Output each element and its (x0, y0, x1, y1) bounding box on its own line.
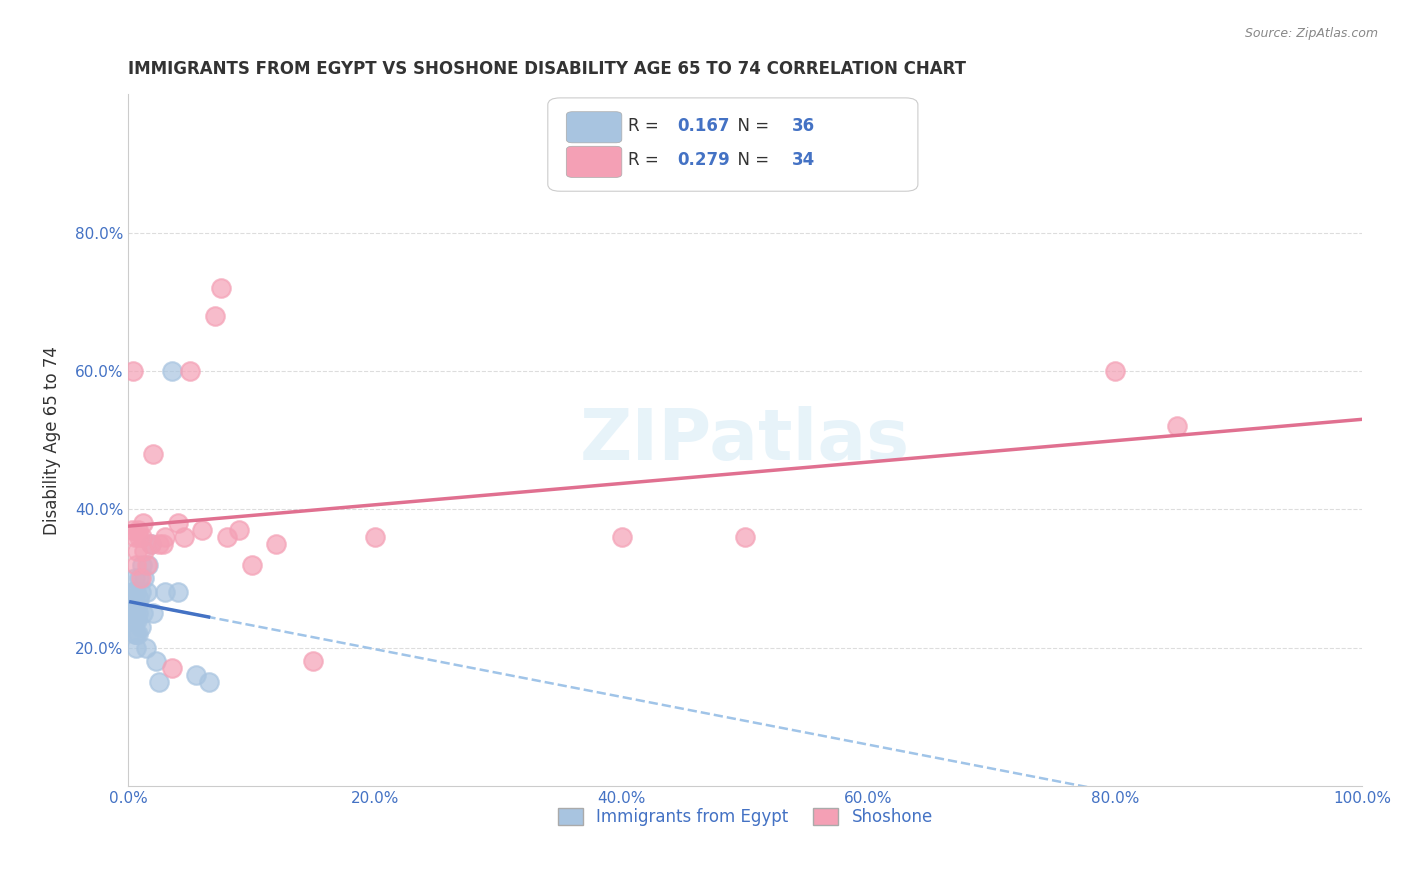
Point (128, 571, 150, 585)
Text: ZIPatlas: ZIPatlas (581, 406, 910, 475)
Text: 36: 36 (792, 117, 815, 135)
Point (302, 654, 325, 668)
Point (734, 530, 756, 544)
Point (191, 523, 214, 537)
Point (122, 606, 145, 620)
Point (131, 530, 153, 544)
Text: N =: N = (727, 151, 775, 169)
Point (135, 585, 157, 599)
Text: Source: ZipAtlas.com: Source: ZipAtlas.com (1244, 27, 1378, 40)
Legend: Immigrants from Egypt, Shoshone: Immigrants from Egypt, Shoshone (551, 801, 939, 833)
Point (160, 364, 183, 378)
Point (1166, 419, 1188, 434)
Point (128, 592, 150, 607)
Point (125, 599, 148, 613)
Point (121, 523, 143, 537)
Point (124, 626, 146, 640)
Point (266, 537, 288, 551)
Point (160, 661, 183, 675)
Point (131, 558, 153, 572)
Point (125, 626, 148, 640)
Point (121, 592, 143, 607)
Point (215, 530, 238, 544)
Text: 0.279: 0.279 (678, 151, 730, 169)
Point (121, 585, 143, 599)
Point (364, 530, 387, 544)
Point (132, 606, 155, 620)
Point (166, 585, 188, 599)
Point (125, 543, 148, 558)
Point (142, 447, 165, 461)
Point (179, 364, 201, 378)
Point (139, 537, 162, 551)
Point (173, 530, 195, 544)
Text: 34: 34 (792, 151, 815, 169)
Point (120, 599, 142, 613)
Point (155, 530, 177, 544)
Point (127, 523, 149, 537)
Point (209, 281, 232, 295)
Y-axis label: Disability Age 65 to 74: Disability Age 65 to 74 (44, 346, 60, 534)
Point (136, 558, 159, 572)
Point (122, 585, 145, 599)
Point (152, 537, 174, 551)
FancyBboxPatch shape (567, 112, 621, 143)
Point (148, 537, 170, 551)
Point (148, 675, 170, 690)
Point (139, 537, 162, 551)
Point (134, 571, 156, 585)
Point (124, 599, 146, 613)
Point (122, 613, 145, 627)
Point (129, 620, 152, 634)
Text: N =: N = (727, 117, 775, 135)
Point (128, 530, 150, 544)
FancyBboxPatch shape (548, 98, 918, 191)
Point (186, 668, 208, 682)
Text: R =: R = (628, 151, 664, 169)
Point (129, 585, 152, 599)
Point (142, 606, 165, 620)
Point (132, 516, 155, 530)
Text: R =: R = (628, 117, 664, 135)
Point (610, 530, 633, 544)
Point (197, 675, 219, 690)
Point (129, 571, 152, 585)
Point (125, 613, 148, 627)
Point (125, 640, 148, 655)
Point (127, 626, 149, 640)
Point (135, 558, 157, 572)
Point (240, 558, 263, 572)
Text: 0.167: 0.167 (678, 117, 730, 135)
Point (124, 571, 146, 585)
Point (125, 585, 148, 599)
Point (124, 613, 146, 627)
Point (145, 654, 167, 668)
Text: IMMIGRANTS FROM EGYPT VS SHOSHONE DISABILITY AGE 65 TO 74 CORRELATION CHART: IMMIGRANTS FROM EGYPT VS SHOSHONE DISABI… (128, 60, 966, 78)
Point (125, 558, 148, 572)
Point (124, 530, 146, 544)
Point (127, 606, 149, 620)
Point (135, 640, 157, 655)
Point (1104, 364, 1126, 378)
Point (166, 516, 188, 530)
Point (204, 309, 226, 323)
Point (122, 364, 145, 378)
Point (155, 585, 177, 599)
FancyBboxPatch shape (567, 146, 621, 178)
Point (134, 543, 156, 558)
Point (228, 523, 250, 537)
